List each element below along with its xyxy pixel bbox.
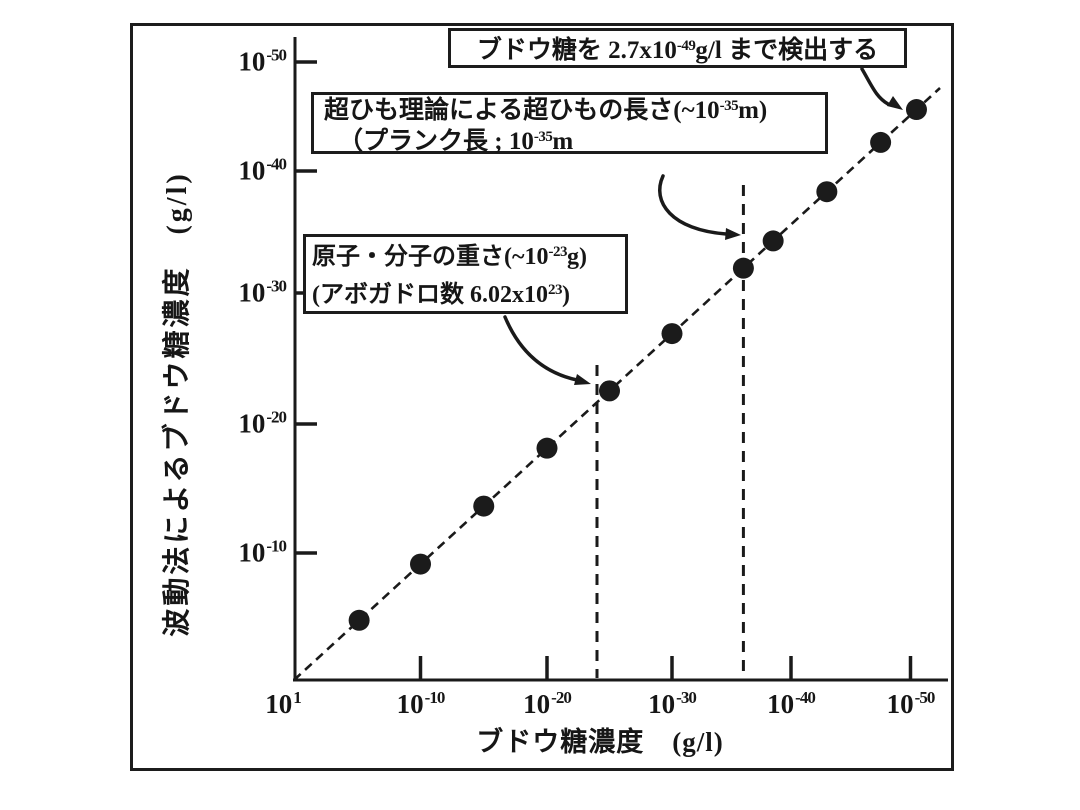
data-point xyxy=(732,257,754,279)
data-points xyxy=(348,99,927,631)
annotation-arrow-molecule xyxy=(503,315,591,385)
data-point xyxy=(410,553,431,575)
y-tick-label: 10-40 xyxy=(238,154,287,186)
y-tick-label: 10-30 xyxy=(238,276,287,308)
data-point xyxy=(762,230,784,252)
data-point xyxy=(905,99,927,121)
x-axis-title: ブドウ糖濃度 (g/l) xyxy=(476,727,724,757)
x-tick-label: 101 xyxy=(265,688,301,719)
data-point xyxy=(661,323,683,345)
data-point xyxy=(599,380,620,402)
figure-frame xyxy=(130,23,954,771)
x-tick-label: 10-40 xyxy=(767,688,816,719)
annotation-arrow-detection xyxy=(860,67,903,110)
x-tick-label: 10-20 xyxy=(523,688,572,719)
data-point xyxy=(348,609,370,631)
x-tick-label: 10-30 xyxy=(648,688,697,719)
y-tick-label: 10-50 xyxy=(238,45,287,77)
annotation-text: 原子・分子の重さ(~10-23g) xyxy=(312,244,587,270)
annotation-box-molecule-weight: 原子・分子の重さ(~10-23g) (アボガドロ数 6.02x1023) xyxy=(303,234,628,314)
x-tick-marks xyxy=(418,656,913,680)
arrowhead-icon xyxy=(574,374,591,385)
annotation-box-detection-limit: ブドウ糖を 2.7x10-49g/l まで検出する xyxy=(448,28,907,68)
y-axis-title: 波動法によるブドウ糖濃度 (g/l) xyxy=(162,171,193,637)
annotation-text: 超ひも理論による超ひもの長さ(~10-35m) xyxy=(324,97,768,124)
annotation-text: (アボガドロ数 6.02x1023) xyxy=(312,282,570,308)
y-tick-label: 10-20 xyxy=(238,407,287,439)
x-tick-label: 10-10 xyxy=(396,688,446,719)
y-tick-label: 10-10 xyxy=(238,536,287,568)
arrowhead-icon xyxy=(725,228,741,240)
annotation-text: （プランク長 ; 10-35m xyxy=(338,128,574,155)
data-point xyxy=(536,437,558,459)
x-tick-label: 10-50 xyxy=(886,688,936,719)
arrowhead-icon xyxy=(887,96,903,110)
annotation-arrow-superstring xyxy=(657,174,741,240)
annotation-box-superstring-length: 超ひも理論による超ひもの長さ(~10-35m) （プランク長 ; 10-35m xyxy=(311,92,828,155)
data-point xyxy=(473,495,495,517)
data-point xyxy=(816,181,838,203)
annotation-text: ブドウ糖を 2.7x10-49g/l まで検出する xyxy=(476,37,879,64)
data-point xyxy=(870,131,892,153)
